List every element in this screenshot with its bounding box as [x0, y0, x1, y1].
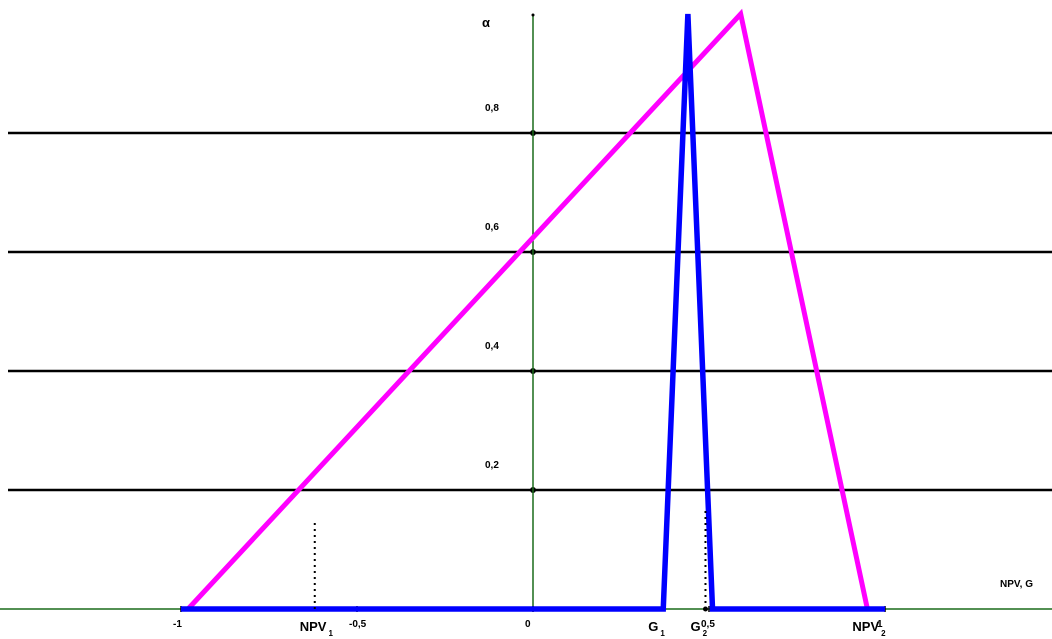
marker-label-3: NPV 2 [852, 619, 886, 638]
labels: 0,2 0,4 0,6 0,8 -1 -0,5 0 0,5 1 NPV 1 G 1 G 2 NPV 2 [173, 103, 886, 638]
y-tick-label-0: 0,2 [485, 460, 499, 471]
axes [0, 13, 1052, 612]
y-axis-label: α [482, 15, 490, 30]
series-line-0 [186, 8, 870, 611]
x-tick-label-4: 1 [877, 619, 883, 630]
series [181, 8, 885, 612]
x-tick-label-1: -0,5 [349, 619, 367, 630]
y-tick-label-1: 0,4 [485, 341, 499, 352]
y-tick-label-3: 0,8 [485, 103, 499, 114]
marker-label-0: NPV 1 [300, 619, 334, 638]
gridlines [8, 131, 1052, 492]
x-tick-label-2: 0 [525, 619, 531, 630]
x-tick-label-0: -1 [173, 619, 182, 630]
x-axis-label: NPV, G [1000, 579, 1033, 590]
series-line-1 [181, 13, 885, 612]
y-axis-top-dot [531, 13, 535, 17]
y-tick-label-2: 0,6 [485, 222, 499, 233]
x-tick-label-3: 0,5 [701, 619, 715, 630]
